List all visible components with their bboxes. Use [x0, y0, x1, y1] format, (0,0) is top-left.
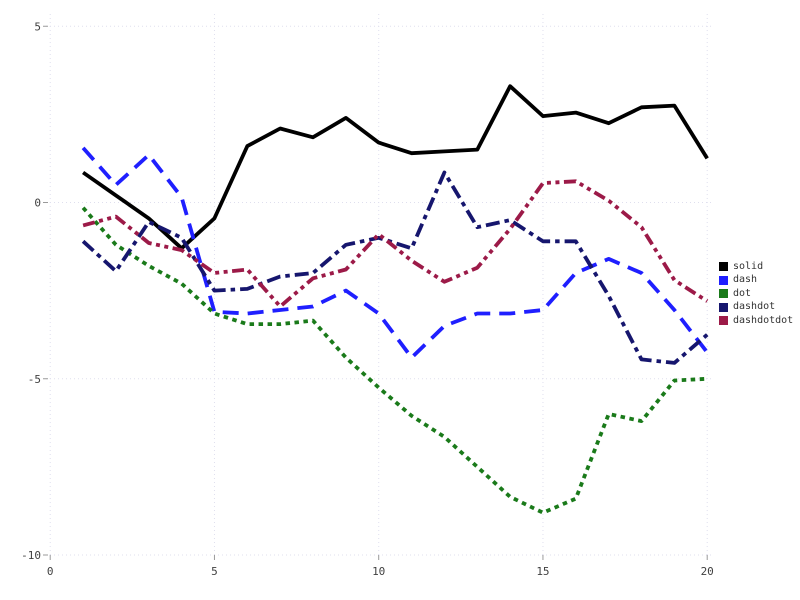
- legend-label: dot: [733, 287, 752, 299]
- series-line-dot: [81, 206, 708, 515]
- legend-swatch-dashdot: [719, 302, 728, 312]
- series-line-dash: [81, 146, 709, 360]
- x-tick-label: 10: [372, 565, 385, 578]
- legend-swatch-solid: [719, 262, 728, 272]
- legend: solid dash dot dashdot dashdotdot: [719, 260, 794, 330]
- series-line-solid: [82, 84, 709, 251]
- series-line-dashdot: [81, 170, 709, 365]
- legend-item-dot: dot: [719, 287, 793, 299]
- legend-swatch-dot: [719, 289, 728, 299]
- series-line-dashdotdot: [82, 179, 709, 309]
- legend-item-dashdot: dashdot: [719, 301, 793, 313]
- gridlines: [46, 14, 713, 558]
- legend-label: solid: [733, 260, 764, 272]
- x-tick-label: 5: [211, 565, 218, 578]
- legend-item-dashdotdot: dashdotdot: [719, 314, 794, 326]
- x-tick-label: 0: [47, 565, 54, 578]
- y-tick-label: -5: [28, 373, 41, 386]
- legend-swatch-dashdotdot: [719, 316, 728, 326]
- legend-item-solid: solid: [719, 260, 793, 272]
- axis-tick-labels: 0 5 10 15 20 5 0 -5 -10: [21, 20, 714, 578]
- legend-swatch-dash: [719, 275, 728, 285]
- legend-label: dashdotdot: [733, 314, 794, 326]
- legend-label: dash: [733, 274, 758, 286]
- legend-label: dashdot: [733, 301, 776, 313]
- y-tick-label: 5: [34, 20, 41, 33]
- x-tick-label: 15: [536, 565, 549, 578]
- axis-ticks: [43, 25, 708, 560]
- legend-item-dash: dash: [719, 274, 793, 286]
- y-tick-label: -10: [21, 549, 41, 562]
- y-tick-label: 0: [34, 197, 41, 210]
- series-lines: [81, 84, 709, 515]
- x-tick-label: 20: [701, 565, 714, 578]
